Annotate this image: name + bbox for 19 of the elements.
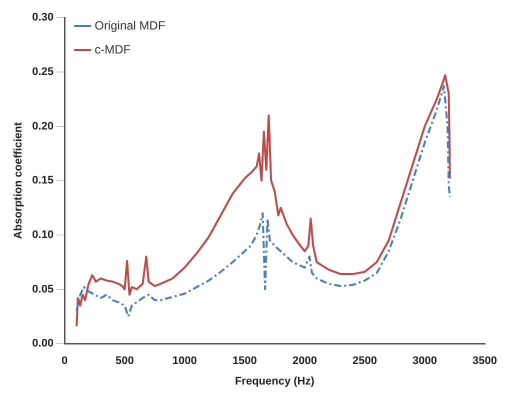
y-tick-label: 0.05 xyxy=(32,283,54,296)
y-tick-label: 0.10 xyxy=(32,228,54,241)
x-tick-label: 500 xyxy=(115,355,134,368)
y-tick-label: 0.00 xyxy=(32,338,54,350)
x-tick-label: 3000 xyxy=(412,355,437,368)
x-tick-label: 1000 xyxy=(172,355,197,368)
legend-label: Original MDF xyxy=(94,18,166,32)
x-tick-label: 2000 xyxy=(292,355,317,368)
legend-label: c-MDF xyxy=(94,42,131,56)
y-axis-title: Absorption coefficient xyxy=(12,122,25,239)
x-tick-label: 1500 xyxy=(232,355,257,368)
x-tick-label: 2500 xyxy=(352,355,377,368)
y-tick-label: 0.20 xyxy=(32,120,54,132)
x-tick-label: 0 xyxy=(62,355,68,368)
y-tick-label: 0.15 xyxy=(32,174,54,187)
y-tick-label: 0.25 xyxy=(32,66,54,78)
y-tick-label: 0.30 xyxy=(32,12,54,24)
x-tick-label: 3500 xyxy=(472,355,498,368)
x-axis-title: Frequency (Hz) xyxy=(234,375,315,388)
